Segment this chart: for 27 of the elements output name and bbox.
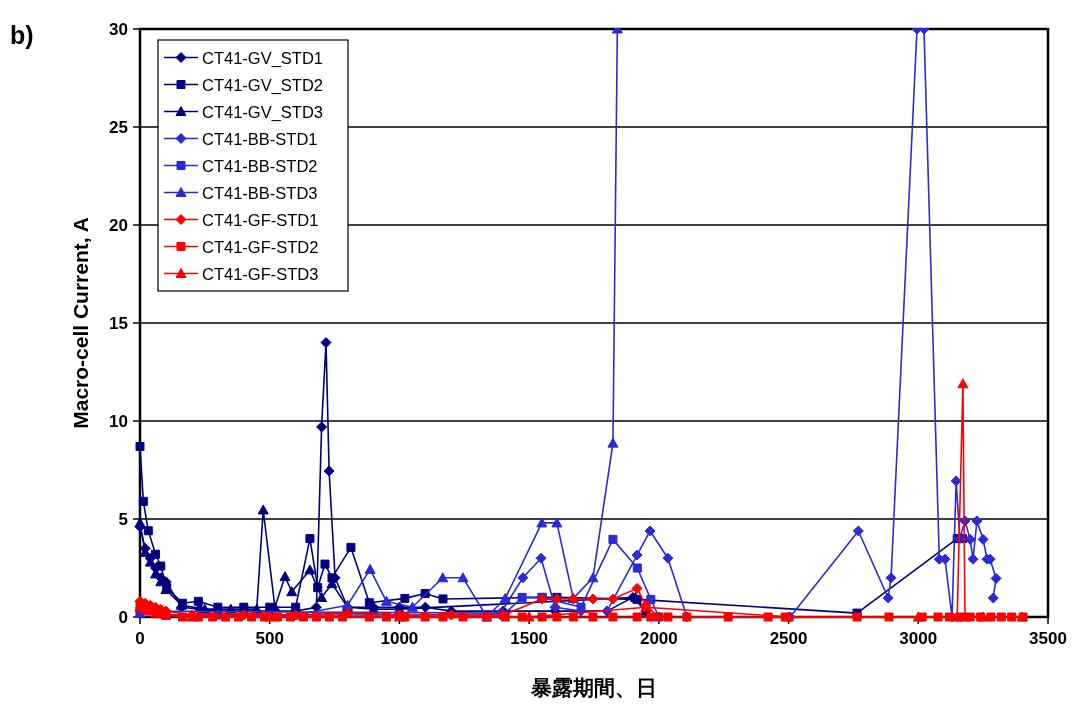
legend-label: CT41-GV_STD1 bbox=[202, 48, 324, 68]
x-tick-label: 0 bbox=[135, 629, 145, 648]
y-tick-label: 0 bbox=[118, 608, 128, 627]
x-tick-label: 3000 bbox=[899, 629, 938, 648]
y-tick-label: 25 bbox=[109, 118, 128, 137]
y-tick-label: 5 bbox=[118, 510, 128, 529]
y-tick-label: 30 bbox=[109, 20, 128, 39]
legend-label: CT41-GV_STD3 bbox=[202, 102, 324, 122]
x-tick-label: 1000 bbox=[380, 629, 419, 648]
y-tick-label: 10 bbox=[109, 412, 128, 431]
x-tick-label: 1500 bbox=[510, 629, 549, 648]
x-tick-label: 2500 bbox=[769, 629, 808, 648]
legend-label: CT41-GF-STD1 bbox=[202, 210, 319, 229]
legend-label: CT41-BB-STD3 bbox=[202, 183, 318, 202]
legend-label: CT41-BB-STD1 bbox=[202, 129, 318, 148]
legend-label: CT41-GF-STD3 bbox=[202, 264, 319, 283]
x-tick-label: 3500 bbox=[1029, 629, 1067, 648]
x-axis-title: 暴露期間、日 bbox=[530, 676, 657, 700]
legend-label: CT41-GF-STD2 bbox=[202, 237, 319, 256]
legend-label: CT41-GV_STD2 bbox=[202, 75, 324, 95]
chart-title: b) bbox=[10, 21, 34, 49]
y-tick-label: 15 bbox=[109, 314, 128, 333]
y-tick-label: 20 bbox=[109, 216, 128, 235]
x-tick-label: 500 bbox=[255, 629, 284, 648]
x-tick-label: 2000 bbox=[639, 629, 678, 648]
y-axis-title: Macro-cell Current, A bbox=[69, 217, 92, 429]
legend-label: CT41-BB-STD2 bbox=[202, 156, 318, 175]
